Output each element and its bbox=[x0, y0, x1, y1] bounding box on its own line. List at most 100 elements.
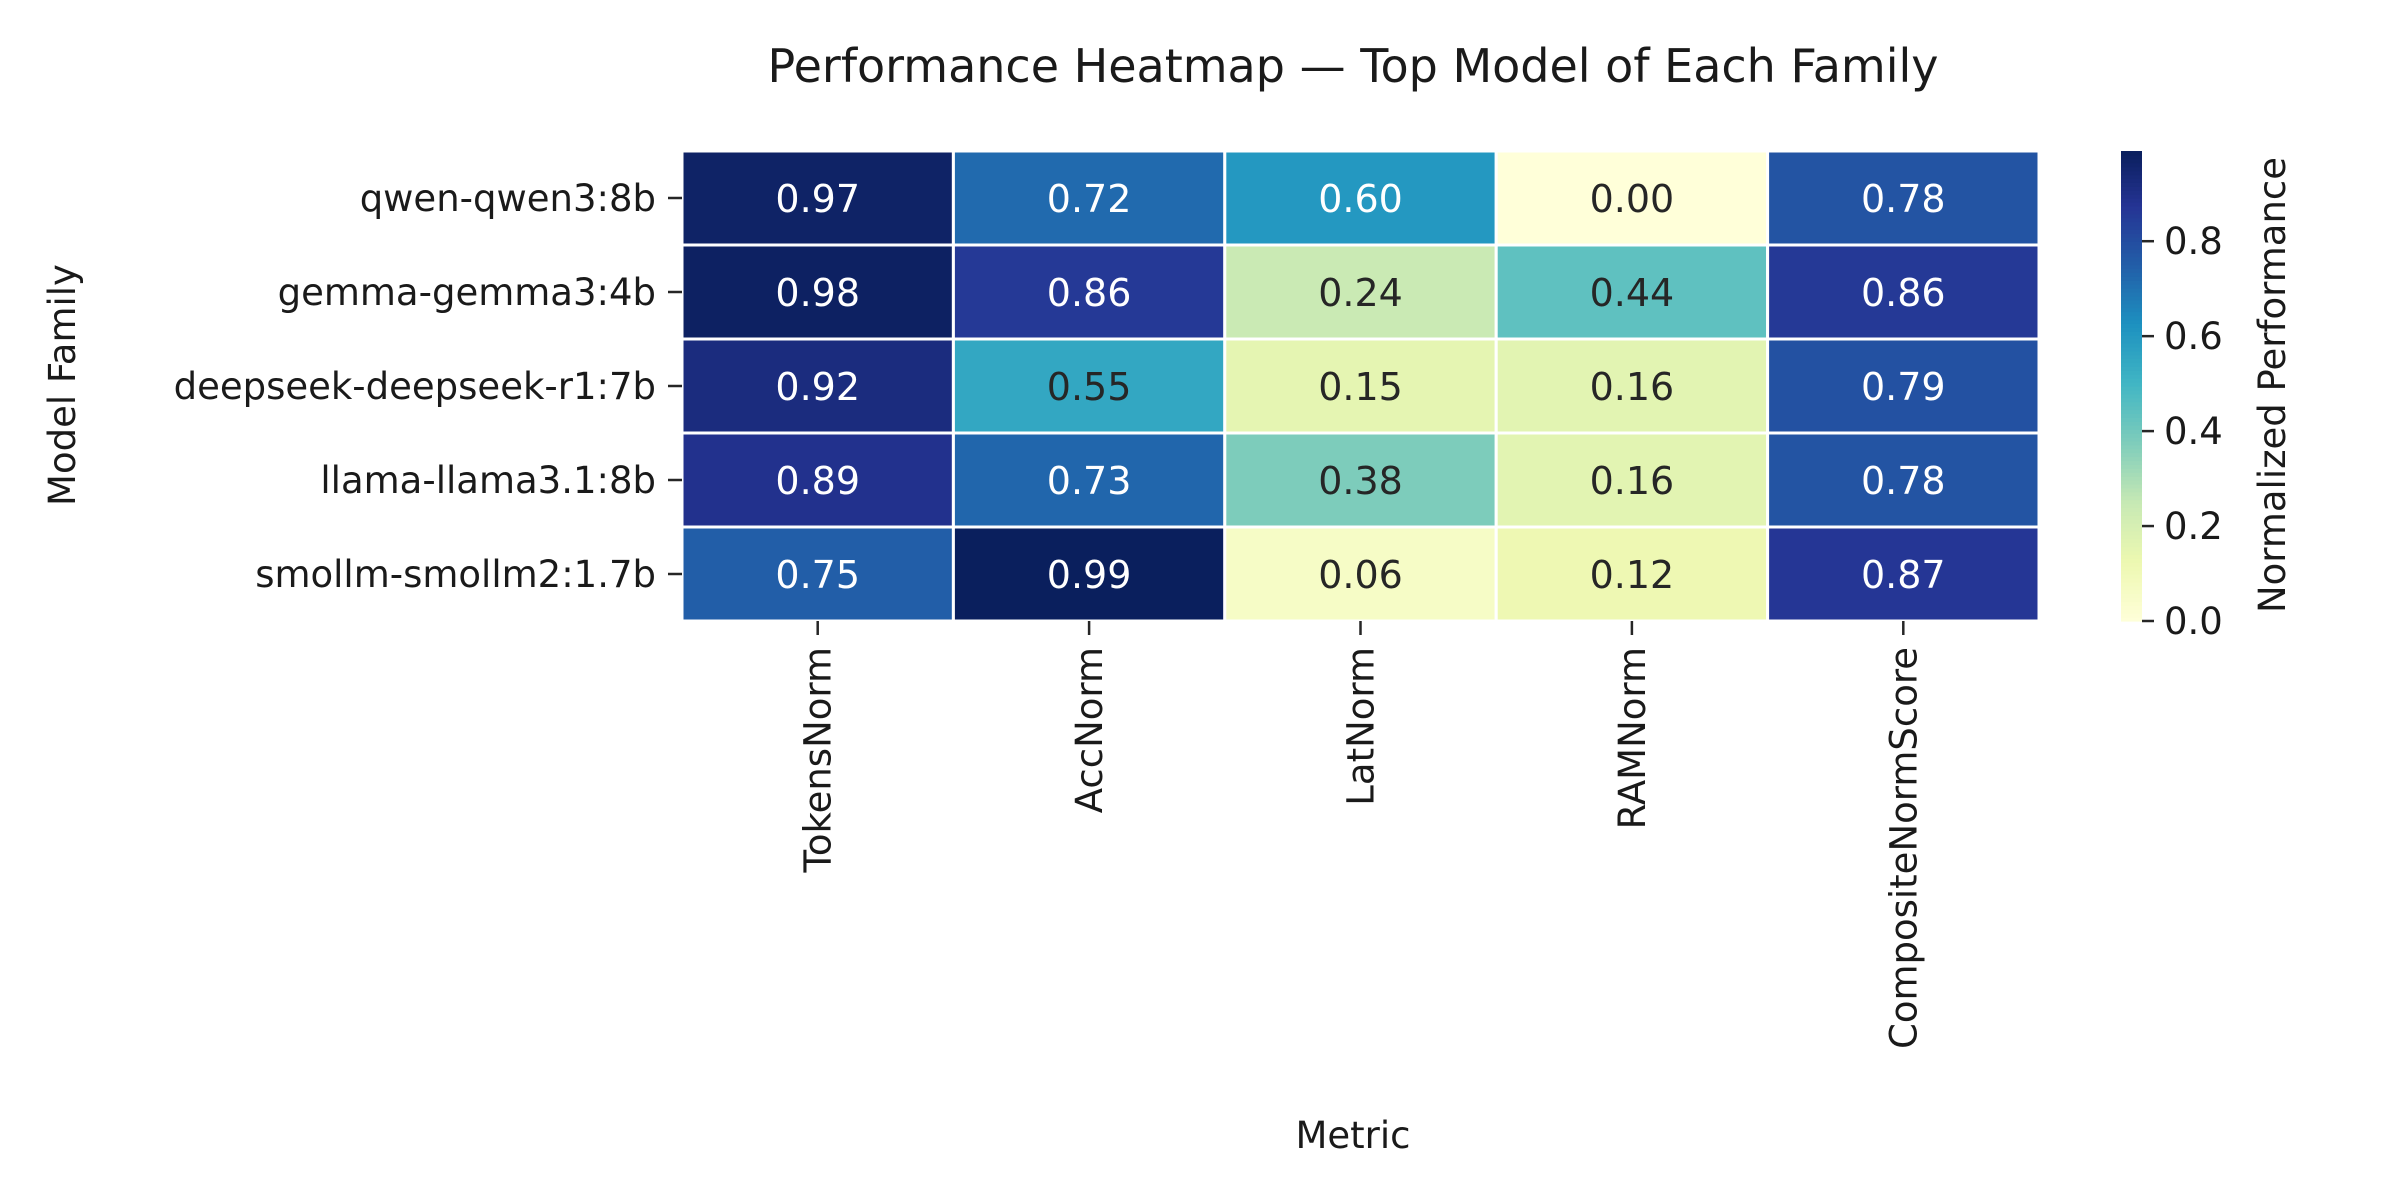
colorbar-tick-label: 0.4 bbox=[2164, 410, 2223, 453]
colorbar-segment bbox=[2121, 186, 2142, 191]
cell-value-label: 0.00 bbox=[1590, 177, 1675, 221]
colorbar-segment bbox=[2121, 319, 2142, 324]
colorbar-segment bbox=[2121, 323, 2142, 328]
colorbar-segment bbox=[2121, 284, 2142, 289]
colorbar-segment bbox=[2121, 585, 2142, 591]
colorbar-segment bbox=[2121, 393, 2142, 399]
colorbar-segment bbox=[2121, 241, 2142, 246]
cell-value-label: 0.78 bbox=[1861, 459, 1946, 503]
colorbar-segment bbox=[2121, 401, 2142, 407]
colorbar-segment bbox=[2121, 581, 2142, 587]
colorbar-tick-label: 0.2 bbox=[2164, 505, 2223, 548]
colorbar-segment bbox=[2121, 342, 2142, 348]
x-tick-label: CompositeNormScore bbox=[1882, 647, 1925, 1049]
colorbar-segment bbox=[2121, 225, 2142, 230]
colorbar-segment bbox=[2121, 303, 2142, 309]
colorbar-segment bbox=[2121, 397, 2142, 403]
cell-value-label: 0.38 bbox=[1318, 459, 1403, 503]
colorbar-segment bbox=[2121, 425, 2142, 430]
cell-value-label: 0.44 bbox=[1590, 271, 1675, 315]
colorbar-segment bbox=[2121, 511, 2142, 516]
colorbar-segment bbox=[2121, 198, 2142, 203]
heatmap-cell bbox=[1223, 431, 1498, 529]
colorbar-segment bbox=[2121, 237, 2142, 242]
colorbar-segment bbox=[2121, 499, 2142, 505]
colorbar-segment bbox=[2121, 362, 2142, 368]
colorbar-segment bbox=[2121, 534, 2142, 540]
y-axis-label: Model Family bbox=[41, 264, 84, 506]
x-axis-ticks: TokensNorm AccNorm LatNorm RAMNorm Composite… bbox=[797, 621, 1925, 1049]
colorbar-segment bbox=[2121, 613, 2142, 618]
colorbar-segment bbox=[2121, 205, 2142, 211]
colorbar-segment bbox=[2121, 523, 2142, 528]
colorbar-segment bbox=[2121, 217, 2142, 223]
heatmap-cell bbox=[1494, 431, 1770, 529]
colorbar-segment bbox=[2121, 609, 2142, 614]
colorbar-segment bbox=[2121, 276, 2142, 281]
colorbar-segment bbox=[2121, 417, 2142, 422]
cell-value-label: 0.06 bbox=[1318, 553, 1403, 597]
colorbar-segment bbox=[2121, 605, 2142, 610]
colorbar-segment bbox=[2121, 468, 2142, 473]
colorbar-segment bbox=[2121, 421, 2142, 426]
colorbar-segment bbox=[2121, 272, 2142, 277]
colorbar-tick-label: 0.6 bbox=[2164, 315, 2223, 358]
heatmap-cell bbox=[951, 337, 1227, 435]
cell-value-label: 0.92 bbox=[775, 365, 860, 409]
colorbar-segment bbox=[2121, 483, 2142, 489]
colorbar-segment bbox=[2121, 550, 2142, 556]
colorbar-segment bbox=[2121, 264, 2142, 270]
colorbar-segment bbox=[2121, 503, 2142, 509]
colorbar-segment bbox=[2121, 201, 2142, 207]
cell-value-label: 0.79 bbox=[1861, 365, 1946, 409]
colorbar-segment bbox=[2121, 429, 2142, 434]
cell-value-label: 0.75 bbox=[775, 553, 860, 597]
colorbar-segment bbox=[2121, 433, 2142, 438]
colorbar-segment bbox=[2121, 295, 2142, 301]
x-tick-label: TokensNorm bbox=[797, 647, 840, 873]
colorbar-segment bbox=[2121, 542, 2142, 548]
y-tick-label: smollm-smollm2:1.7b bbox=[255, 553, 656, 596]
colorbar-segment bbox=[2121, 311, 2142, 317]
colorbar-segment bbox=[2121, 315, 2142, 321]
colorbar-tick-label: 0.0 bbox=[2164, 600, 2223, 643]
colorbar-segment bbox=[2121, 519, 2142, 524]
colorbar-tick-label: 0.8 bbox=[2164, 220, 2223, 263]
colorbar-segment bbox=[2121, 574, 2142, 579]
colorbar-segment bbox=[2121, 476, 2142, 481]
cell-value-label: 0.72 bbox=[1047, 177, 1132, 221]
colorbar-segment bbox=[2121, 480, 2142, 485]
colorbar-segment bbox=[2121, 507, 2142, 512]
colorbar-segment bbox=[2121, 221, 2142, 227]
colorbar-segment bbox=[2121, 170, 2142, 176]
colorbar-segment bbox=[2121, 456, 2142, 462]
colorbar-segment bbox=[2121, 331, 2142, 336]
cell-value-label: 0.73 bbox=[1047, 459, 1132, 503]
heatmap-cell bbox=[680, 525, 955, 623]
colorbar-segment bbox=[2121, 213, 2142, 219]
colorbar-segment bbox=[2121, 589, 2142, 595]
colorbar-segment bbox=[2121, 562, 2142, 567]
x-tick-label: LatNorm bbox=[1340, 647, 1383, 806]
heatmap-cell bbox=[1766, 431, 2041, 529]
colorbar-segment bbox=[2121, 209, 2142, 215]
colorbar-segment bbox=[2121, 530, 2142, 536]
cell-value-label: 0.55 bbox=[1047, 365, 1132, 409]
colorbar-segment bbox=[2121, 405, 2142, 411]
y-tick-label: gemma-gemma3:4b bbox=[278, 271, 656, 314]
colorbar-segment bbox=[2121, 307, 2142, 313]
heatmap-cell bbox=[1223, 149, 1498, 247]
colorbar-segment bbox=[2121, 460, 2142, 465]
colorbar-segment bbox=[2121, 527, 2142, 532]
cell-value-label: 0.99 bbox=[1047, 553, 1132, 597]
colorbar-segment bbox=[2121, 440, 2142, 446]
y-tick-label: deepseek-deepseek-r1:7b bbox=[174, 365, 656, 408]
colorbar-segment bbox=[2121, 601, 2142, 606]
colorbar-segment bbox=[2121, 280, 2142, 285]
colorbar-segment bbox=[2121, 178, 2142, 183]
colorbar-segment bbox=[2121, 166, 2142, 172]
cell-value-label: 0.16 bbox=[1590, 365, 1675, 409]
cell-value-label: 0.16 bbox=[1590, 459, 1675, 503]
colorbar-segment bbox=[2121, 233, 2142, 238]
